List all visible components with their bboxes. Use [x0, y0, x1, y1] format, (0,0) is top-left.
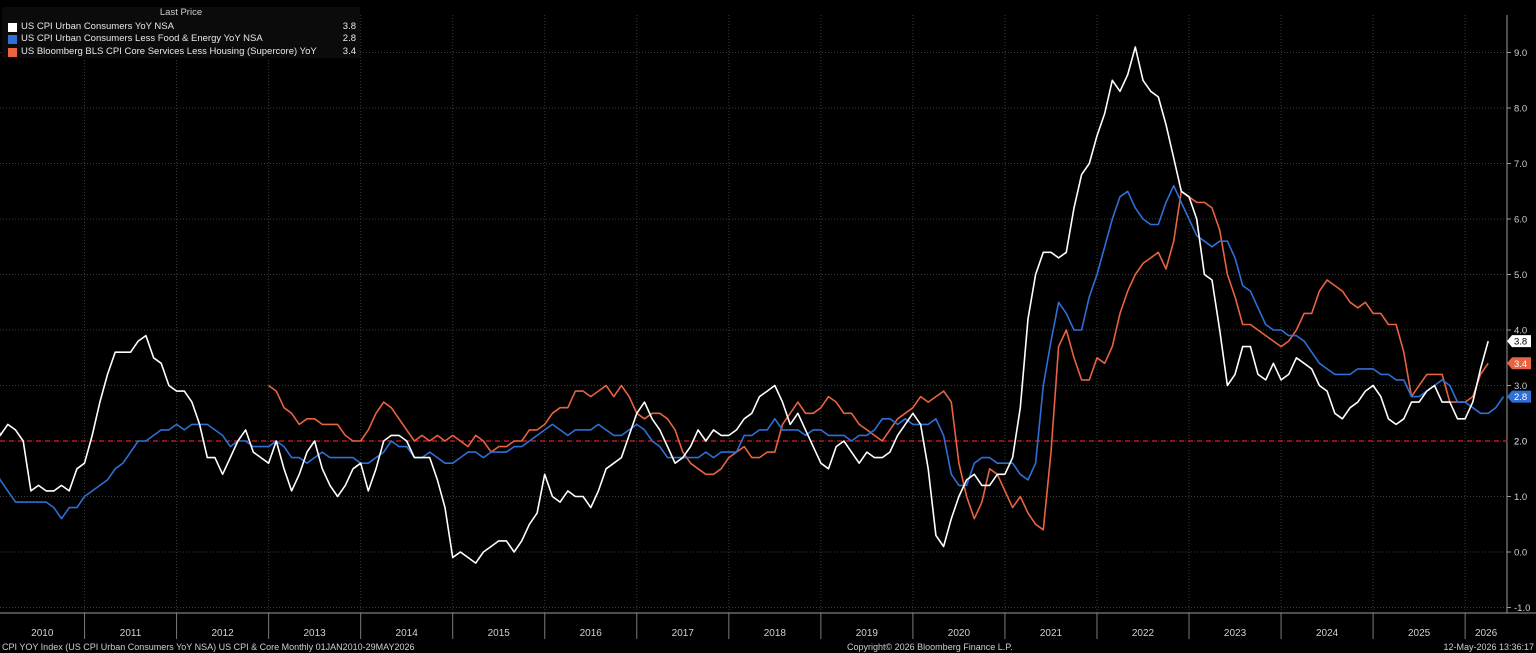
- x-tick-label: 2023: [1224, 628, 1247, 639]
- x-tick-label: 2024: [1316, 628, 1339, 639]
- y-tick-label: 5.0: [1514, 270, 1527, 281]
- last-value-label-1-bg: [1507, 390, 1531, 403]
- vertical-gridlines: [84, 15, 1466, 613]
- legend-header: Last Price: [159, 7, 203, 18]
- x-axis: 2010 2011 2012 2013 2014 2015 2016 2017 2018 2019…: [31, 613, 1498, 639]
- x-tick-label: 2015: [488, 628, 511, 639]
- last-value-label-2-bg: [1507, 357, 1531, 370]
- legend-item-value: 2.8: [342, 33, 356, 45]
- last-value-label-2: 3.4: [1514, 359, 1527, 370]
- y-tick-label: 1.0: [1514, 492, 1527, 503]
- legend-item-core-cpi[interactable]: US CPI Urban Consumers Less Food & Energ…: [2, 33, 360, 47]
- y-tick-label: 0.0: [1514, 548, 1527, 559]
- x-tick-label: 2022: [1132, 628, 1155, 639]
- legend-item-label: US CPI Urban Consumers YoY NSA: [21, 20, 174, 32]
- legend-item-supercore[interactable]: US Bloomberg BLS CPI Core Services Less …: [2, 46, 360, 59]
- y-tick-label: -1.0: [1514, 603, 1530, 614]
- y-tick-label: 6.0: [1514, 215, 1527, 226]
- legend-item-value: 3.4: [342, 45, 356, 57]
- legend-swatch-orange: [8, 47, 17, 57]
- last-value-label-0-bg: [1507, 335, 1531, 348]
- footer-ticker-description: CPI YOY Index (US CPI Urban Consumers Yo…: [2, 642, 415, 652]
- legend-item-label: US Bloomberg BLS CPI Core Services Less …: [21, 45, 317, 57]
- series-layer: [0, 46, 1505, 564]
- last-value-labels: 2.0 3.8 2.8 3.4: [1507, 335, 1531, 448]
- series-line-0: [0, 46, 1489, 564]
- horizontal-gridlines: [0, 52, 1507, 608]
- y-tick-label: 4.0: [1514, 326, 1527, 337]
- x-tick-label: 2013: [304, 628, 327, 639]
- y-tick-label: 9.0: [1514, 48, 1527, 59]
- y-tick-label: 3.0: [1514, 381, 1527, 392]
- legend-swatch-white: [8, 22, 17, 32]
- footer-timestamp: 12-May-2026 13:36:17: [1443, 642, 1534, 652]
- x-tick-label: 2014: [396, 628, 419, 639]
- x-tick-label: 2016: [580, 628, 603, 639]
- x-tick-label: 2025: [1408, 628, 1431, 639]
- series-line-2: [268, 190, 1489, 531]
- x-tick-label: 2021: [1040, 628, 1063, 639]
- x-tick-label: 2020: [948, 628, 971, 639]
- footer-bar: CPI YOY Index (US CPI Urban Consumers Yo…: [0, 641, 1536, 653]
- legend-item-label: US CPI Urban Consumers Less Food & Energ…: [21, 33, 263, 45]
- footer-copyright: Copyright© 2026 Bloomberg Finance L.P.: [847, 642, 1013, 652]
- last-value-label-1: 2.8: [1514, 392, 1527, 403]
- ref-line-label-bg: [1507, 435, 1531, 447]
- x-tick-label: 2018: [764, 628, 787, 639]
- y-tick-label: 7.0: [1514, 159, 1527, 170]
- x-tick-label: 2010: [31, 628, 54, 639]
- legend-item-value: 3.8: [342, 20, 356, 32]
- x-tick-label: 2026: [1475, 628, 1498, 639]
- legend: Last Price US CPI Urban Consumers YoY NS…: [2, 7, 360, 58]
- legend-item-headline-cpi[interactable]: US CPI Urban Consumers YoY NSA 3.8: [2, 21, 360, 34]
- last-value-label-0: 3.8: [1514, 337, 1527, 348]
- x-tick-label: 2017: [672, 628, 695, 639]
- x-tick-label: 2012: [211, 628, 234, 639]
- ref-line-label: 2.0: [1514, 437, 1527, 448]
- legend-swatch-blue: [8, 35, 17, 45]
- x-tick-label: 2019: [856, 628, 879, 639]
- x-tick-label: 2011: [120, 628, 142, 639]
- y-tick-label: 8.0: [1514, 104, 1527, 115]
- series-line-1: [0, 184, 1505, 520]
